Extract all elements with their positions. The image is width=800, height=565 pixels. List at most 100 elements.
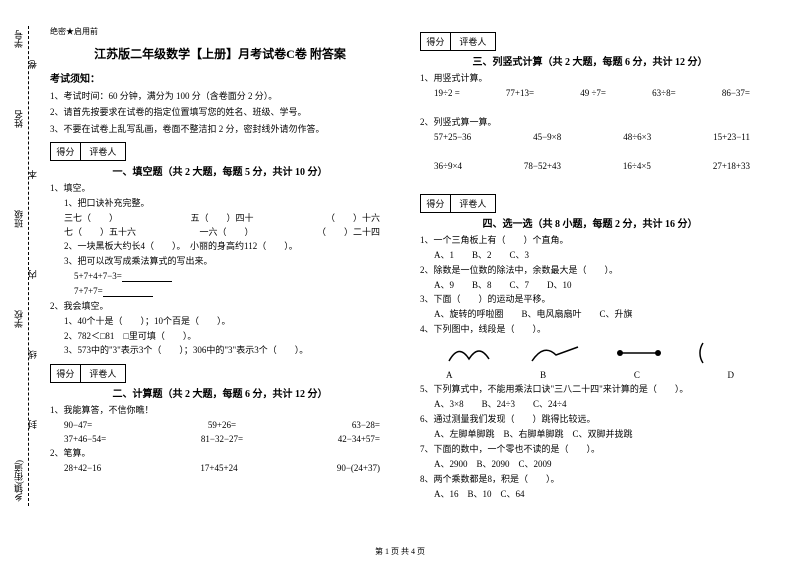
calc-item: 59+26=	[208, 419, 236, 433]
calc-row: 28+42−16 17+45+24 90−(24+37)	[50, 462, 390, 476]
grader-label: 评卷人	[451, 33, 496, 51]
section-4-title: 四、选一选（共 8 小题，每题 2 分，共计 16 分）	[420, 215, 760, 230]
q-text: 3、把可以改写成乘法算式的写出来。	[50, 255, 390, 269]
calc-row: 19÷2 = 77+13= 49 ÷7= 63÷8= 86−37=	[420, 87, 760, 101]
instruction-item: 1、考试时间：60 分钟，满分为 100 分（含卷面分 2 分）。	[50, 89, 390, 103]
calc-item: 16÷4×5	[623, 160, 651, 174]
section-4-body: 1、一个三角板上有（ ）个直角。 A、1 B、2 C、3 2、除数是一位数的除法…	[420, 234, 760, 502]
calc-item: 19÷2 =	[434, 87, 460, 101]
q-text: 2、除数是一位数的除法中，余数最大是（ ）。	[420, 264, 760, 278]
calc-item: 57+25−36	[434, 131, 471, 145]
notice-head: 考试须知：	[50, 70, 390, 85]
exam-title: 江苏版二年级数学【上册】月考试卷C卷 附答案	[50, 45, 390, 62]
q-opts: A、1 B、2 C、3	[420, 249, 760, 263]
fill-item: 七（ ）五十六	[64, 226, 136, 240]
spacer	[420, 174, 760, 188]
calc-item: 17+45+24	[200, 462, 237, 476]
answer-input[interactable]	[103, 286, 153, 297]
expr-line: 5+7+4+7−3=	[50, 270, 390, 284]
fill-item: 一六（ ）	[199, 226, 253, 240]
option-a-shape-icon	[447, 341, 497, 365]
q-text: 1、40个十是（ ）；10个百是（ ）。	[50, 315, 390, 329]
score-box: 得分 评卷人	[420, 194, 496, 213]
q-text: 2、一块黑板大约长4（ ）。 小丽的身高约112（ ）。	[50, 240, 390, 254]
calc-item: 49 ÷7=	[580, 87, 606, 101]
option-b-shape-icon	[530, 341, 580, 365]
opt-label: C	[634, 369, 640, 383]
option-d-shape-icon	[697, 341, 733, 365]
score-label: 得分	[51, 365, 81, 383]
q-opts: A、16 B、10 C、64	[420, 488, 760, 502]
section-1-title: 一、填空题（共 2 大题，每题 5 分，共计 10 分）	[50, 163, 390, 178]
section-3-title: 三、列竖式计算（共 2 大题，每题 6 分，共计 12 分）	[420, 53, 760, 68]
q-text: 1、把口诀补充完整。	[50, 197, 390, 211]
q-opts: A、2900 B、2090 C、2009	[420, 458, 760, 472]
grader-label: 评卷人	[81, 365, 126, 383]
score-label: 得分	[421, 195, 451, 213]
fill-item: （ ）二十四	[317, 226, 380, 240]
calc-item: 27+18+33	[713, 160, 750, 174]
calc-row: 36÷9×4 78−52+43 16÷4×5 27+18+33	[420, 160, 760, 174]
calc-item: 90−(24+37)	[337, 462, 380, 476]
instruction-item: 2、请首先按要求在试卷的指定位置填写您的姓名、班级、学号。	[50, 105, 390, 119]
sidebar-label: 学号	[12, 30, 25, 48]
q-text: 1、我能算答，不信你瞧！	[50, 404, 390, 418]
q-text: 1、一个三角板上有（ ）个直角。	[420, 234, 760, 248]
left-column: 绝密★启用前 江苏版二年级数学【上册】月考试卷C卷 附答案 考试须知： 1、考试…	[50, 26, 390, 503]
calc-item: 77+13=	[506, 87, 534, 101]
opt-label: B	[540, 369, 546, 383]
calc-item: 48÷6×3	[623, 131, 651, 145]
section-3-body: 1、用竖式计算。 19÷2 = 77+13= 49 ÷7= 63÷8= 86−3…	[420, 72, 760, 188]
spacer	[420, 101, 760, 115]
q-text: 4、下列图中，线段是（ ）。	[420, 323, 760, 337]
grader-label: 评卷人	[451, 195, 496, 213]
expr-line: 7+7+7=	[50, 285, 390, 299]
q-text: 5、下列算式中，不能用乘法口诀"三八二十四"来计算的是（ ）。	[420, 383, 760, 397]
q-text: 2、笔算。	[50, 447, 390, 461]
section-2-title: 二、计算题（共 2 大题，每题 6 分，共计 12 分）	[50, 385, 390, 400]
q-text: 3、下面（ ）的运动是平移。	[420, 293, 760, 307]
calc-item: 63−28=	[352, 419, 380, 433]
calc-item: 37+46−54=	[64, 433, 106, 447]
sidebar-label: 姓名	[12, 110, 25, 128]
calc-item: 42−34+57=	[338, 433, 380, 447]
section-1-body: 1、填空。 1、把口诀补充完整。 三七（ ） 五（ ）四十 （ ）十六 七（ ）…	[50, 182, 390, 358]
page-footer: 第 1 页 共 4 页	[0, 546, 800, 557]
calc-item: 63÷8=	[652, 87, 676, 101]
grader-label: 评卷人	[81, 143, 126, 161]
option-c-shape-icon	[614, 341, 664, 365]
q-opts: A、旋转的呼啦圈 B、电风扇扇叶 C、升旗	[420, 308, 760, 322]
q-text: 2、782＜□81 □里可填（ ）。	[50, 330, 390, 344]
calc-row: 90−47= 59+26= 63−28=	[50, 419, 390, 433]
seal-line	[28, 26, 29, 506]
sidebar-label: 学校	[12, 310, 25, 328]
q-text: 2、我会填空。	[50, 300, 390, 314]
instruction-item: 3、不要在试卷上乱写乱画，卷面不整洁扣 2 分，密封线外请勿作答。	[50, 122, 390, 136]
score-label: 得分	[421, 33, 451, 51]
opt-label: A	[446, 369, 453, 383]
fill-item: 三七（ ）	[64, 212, 118, 226]
calc-item: 81−32−27=	[201, 433, 243, 447]
instructions: 1、考试时间：60 分钟，满分为 100 分（含卷面分 2 分）。 2、请首先按…	[50, 89, 390, 136]
q-opts: A、3×8 B、24÷3 C、24÷4	[420, 398, 760, 412]
calc-item: 15+23−11	[713, 131, 750, 145]
score-box: 得分 评卷人	[50, 364, 126, 383]
answer-input[interactable]	[122, 271, 172, 282]
calc-item: 36÷9×4	[434, 160, 462, 174]
calc-row: 57+25−36 45−9×8 48÷6×3 15+23−11	[420, 131, 760, 145]
score-label: 得分	[51, 143, 81, 161]
section-2-body: 1、我能算答，不信你瞧！ 90−47= 59+26= 63−28= 37+46−…	[50, 404, 390, 476]
fill-item: （ ）十六	[326, 212, 380, 226]
fill-row: 七（ ）五十六 一六（ ） （ ）二十四	[50, 226, 390, 240]
calc-item: 78−52+43	[524, 160, 561, 174]
sidebar-label: 班级	[12, 210, 25, 228]
q-text: 8、两个乘数都是8，积是（ ）。	[420, 473, 760, 487]
fill-item: 五（ ）四十	[190, 212, 253, 226]
q-text: 3、573中的"3"表示3个（ ）；306中的"3"表示3个（ ）。	[50, 344, 390, 358]
calc-item: 90−47=	[64, 419, 92, 433]
calc-item: 86−37=	[722, 87, 750, 101]
calc-row: 37+46−54= 81−32−27= 42−34+57=	[50, 433, 390, 447]
sidebar-label: 乡镇(街道)	[12, 460, 25, 502]
q-text: 1、填空。	[50, 182, 390, 196]
q-text: 1、用竖式计算。	[420, 72, 760, 86]
